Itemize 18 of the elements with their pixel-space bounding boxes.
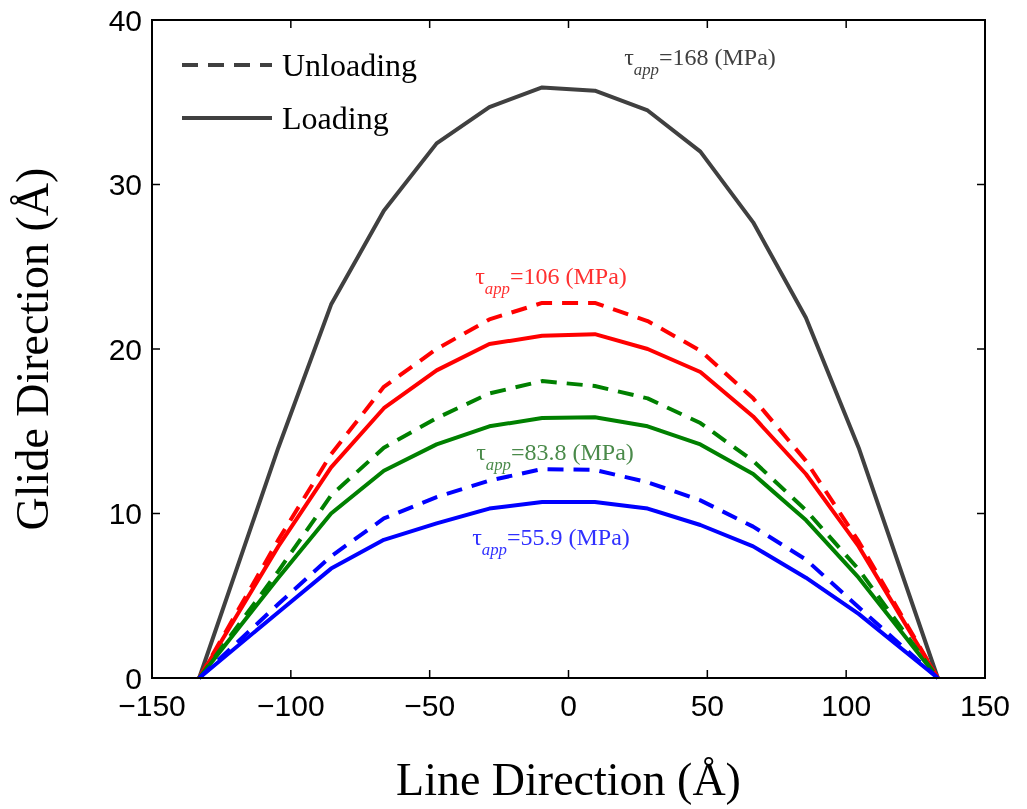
y-tick-label: 20 — [108, 332, 142, 366]
annotation: τ$_{app}$=83.8 (MPa) — [476, 439, 634, 474]
y-axis-title: Glide Direction (Å) — [7, 167, 58, 531]
annotation: τ$_{app}$=55.9 (MPa) — [472, 524, 630, 559]
x-tick-label: −50 — [404, 689, 456, 722]
x-tick-label: 100 — [821, 689, 872, 722]
x-tick-label: 0 — [560, 689, 577, 722]
annotation: τ$_{app}$=106 (MPa) — [475, 263, 627, 298]
y-tick-label: 40 — [108, 3, 142, 37]
legend-label: Loading — [282, 100, 389, 137]
x-tick-label: 50 — [690, 689, 725, 722]
y-tick-label: 30 — [108, 168, 142, 201]
x-axis-title: Line Direction (Å) — [396, 754, 741, 805]
annotation: τ$_{app}$=168 (MPa) — [624, 44, 776, 79]
x-tick-label: −100 — [257, 689, 325, 722]
x-tick-label: 150 — [959, 689, 1011, 722]
annotation: Unloading — [282, 47, 418, 84]
y-tick-label: 10 — [108, 497, 142, 530]
